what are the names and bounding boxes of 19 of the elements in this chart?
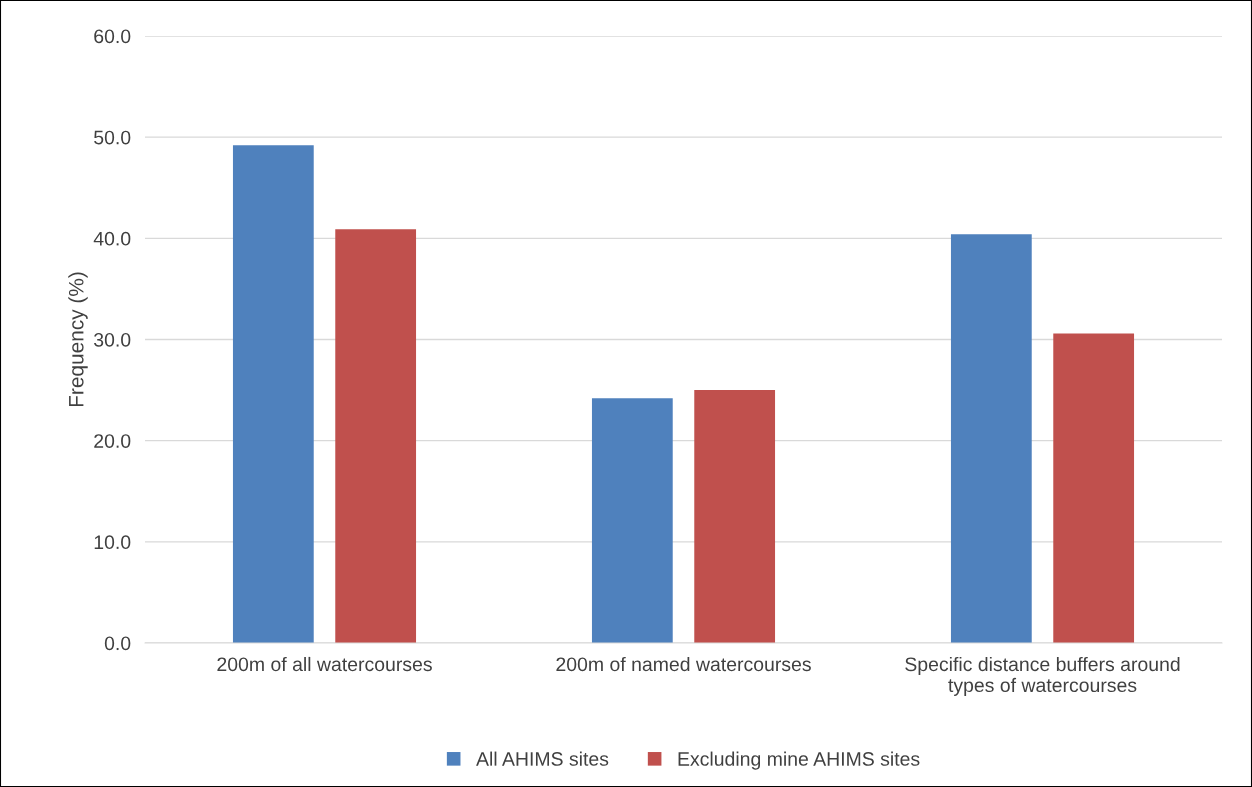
y-tick-label: 10.0 [94, 535, 131, 550]
bar [1053, 333, 1135, 643]
bar [232, 145, 314, 643]
y-tick-label: 40.0 [93, 231, 131, 246]
y-axis-title: Frequency (%) [68, 272, 88, 407]
bar [591, 398, 673, 643]
bar [335, 229, 417, 643]
y-tick-label: 50.0 [94, 130, 131, 145]
y-tick-label: 60.0 [94, 29, 131, 44]
y-tick-label: 20.0 [94, 434, 131, 448]
x-tick-label: 200m of named watercourses [556, 656, 811, 672]
legend-label: Excluding mine AHIMS sites [678, 751, 920, 770]
legend-label: All AHIMS sites [476, 751, 609, 766]
bar [950, 234, 1032, 643]
x-tick-label: 200m of all watercourses [217, 656, 432, 672]
y-tick-label: 30.0 [94, 332, 131, 347]
x-tick-label: Specific distance buffers around types of watercourses [905, 656, 1180, 696]
y-tick-label: 0.0 [104, 636, 131, 651]
bar [694, 390, 776, 643]
